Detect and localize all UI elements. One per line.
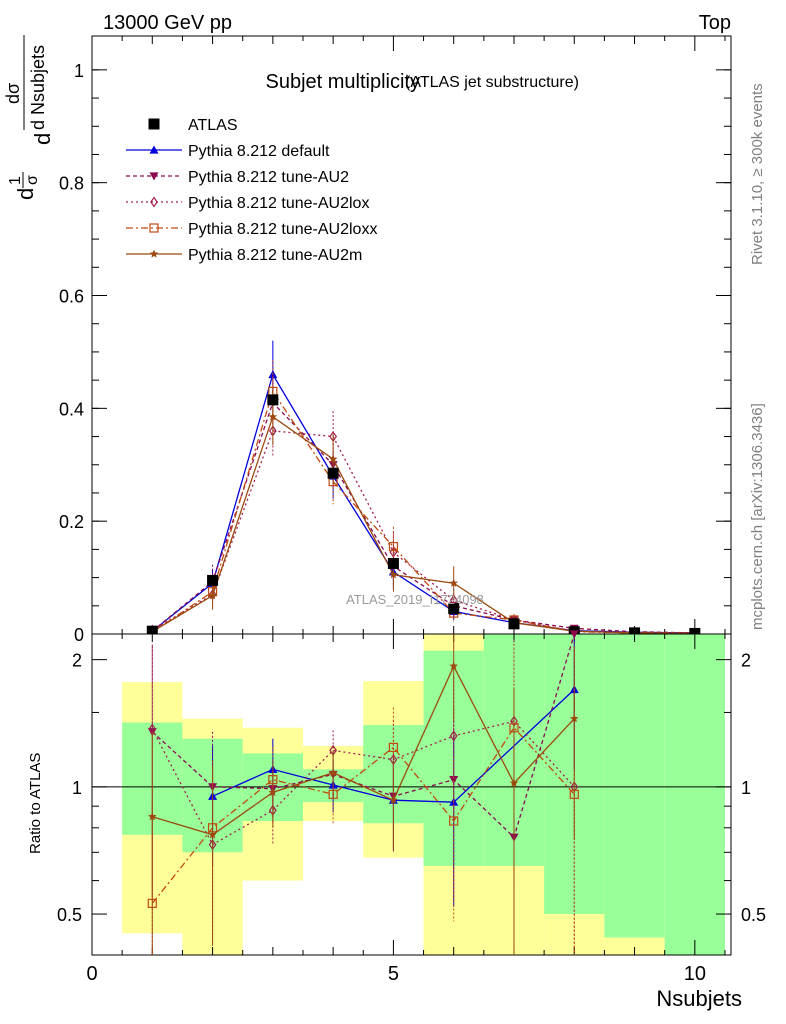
ratio-point-au2lox <box>449 730 458 742</box>
ratio-point-au2m <box>570 714 579 723</box>
ylabel-one: 1 <box>7 176 24 185</box>
ratio-ytick-label: 1 <box>72 778 82 798</box>
ratio-point-au2m <box>148 812 157 821</box>
legend-label: Pythia 8.212 tune-AU2 <box>188 169 349 186</box>
x-axis-label: Nsubjets <box>656 986 742 1011</box>
ratio-ytick-label: 2 <box>72 651 82 671</box>
band-green <box>664 634 725 955</box>
mcplots-label: mcplots.cern.ch [arXiv:1306.3436] <box>749 403 766 630</box>
ylabel-sigma: σ <box>24 175 41 185</box>
ratio-point-au2m <box>509 778 519 787</box>
legend-item-au2m: Pythia 8.212 tune-AU2m <box>126 247 362 264</box>
series-line-au2m <box>151 415 695 635</box>
ratio-line-au2lox <box>151 720 575 846</box>
main-ytick-label: 0 <box>74 625 84 645</box>
ylabel-d: d <box>13 188 38 200</box>
main-ytick-label: 1 <box>74 61 84 81</box>
ratio-point-au2m <box>208 830 217 839</box>
data-point-au2m <box>268 412 278 421</box>
data-point-au2m <box>328 454 338 463</box>
ratio-line-au2 <box>151 633 575 839</box>
series-line-au2 <box>151 401 695 634</box>
legend-item-au2lox: Pythia 8.212 tune-AU2lox <box>126 195 369 212</box>
ratio-ytick-label-right: 2 <box>741 651 751 671</box>
ratio-frame <box>91 633 732 956</box>
ratio-y-ticks: 0.5 0.5 1 1 2 2 <box>57 651 766 925</box>
process-label: Top <box>699 12 731 34</box>
legend-marker <box>149 172 159 181</box>
legend-label: Pythia 8.212 tune-AU2loxx <box>188 221 377 238</box>
main-plot: 0 0.2 0.4 0.6 0.8 1 <box>59 35 732 645</box>
data-point-atlas <box>146 625 158 637</box>
ylabel-d2: d <box>30 133 55 145</box>
legend-label: Pythia 8.212 tune-AU2m <box>188 247 362 264</box>
main-ytick-label: 0.8 <box>59 174 84 194</box>
chart-title: Subjet multiplicity <box>265 71 420 93</box>
x-tick-label: 10 <box>684 963 706 985</box>
ratio-point-au2loxx <box>449 816 459 826</box>
legend-marker <box>149 145 159 154</box>
main-ylabel: d 1 σ d dσ d Nsubjets <box>3 35 55 200</box>
ratio-point-au2 <box>449 776 459 785</box>
ratio-plot: 0.5 0.5 1 1 2 2 0 5 10 <box>57 630 766 985</box>
main-ytick-label: 0.6 <box>59 287 84 307</box>
legend-item-au2: Pythia 8.212 tune-AU2 <box>126 169 349 186</box>
legend-item-au2loxx: Pythia 8.212 tune-AU2loxx <box>126 221 377 238</box>
data-point-atlas <box>508 618 520 630</box>
x-tick-label: 0 <box>86 963 97 985</box>
analysis-watermark: ATLAS_2019_I1724098 <box>346 592 484 607</box>
data-point-atlas <box>629 627 641 639</box>
data-point-au2loxx <box>388 541 399 552</box>
legend-marker <box>149 249 159 258</box>
ratio-line-au2loxx <box>151 726 575 904</box>
data-point-au2m <box>389 570 398 579</box>
ratio-series-au2m <box>148 634 579 955</box>
main-x-ticks <box>91 36 726 634</box>
legend-label: Pythia 8.212 tune-AU2lox <box>188 195 369 212</box>
ratio-line-default <box>212 689 575 803</box>
band-green <box>604 634 665 938</box>
ratio-ytick-label: 0.5 <box>57 905 82 925</box>
main-ytick-label: 0.2 <box>59 512 84 532</box>
rivet-label: Rivet 3.1.10, ≥ 300k events <box>749 83 766 265</box>
ratio-ytick-label-right: 0.5 <box>741 905 766 925</box>
ratio-x-ticks: 0 5 10 <box>86 634 726 985</box>
legend-item-default: Pythia 8.212 default <box>126 143 330 160</box>
data-point-au2m <box>208 591 217 600</box>
ratio-line-au2m <box>152 664 575 836</box>
energy-label: 13000 GeV pp <box>103 12 232 34</box>
ratio-point-au2m <box>449 661 458 670</box>
ylabel-dnsubjets: d Nsubjets <box>28 45 48 130</box>
ratio-ytick-label-right: 1 <box>741 778 751 798</box>
main-ytick-label: 0.4 <box>59 399 84 419</box>
ratio-point-au2m <box>268 787 278 797</box>
ratio-point-au2m <box>389 795 398 804</box>
legend-marker <box>149 223 159 233</box>
ratio-ylabel: Ratio to ATLAS <box>27 753 44 854</box>
main-frame <box>91 35 732 635</box>
ylabel-dsigma: dσ <box>3 83 23 104</box>
data-point-atlas <box>327 467 339 479</box>
data-point-atlas <box>267 394 279 406</box>
legend: ATLAS Pythia 8.212 default Pythia 8.212 tu… <box>126 117 377 264</box>
data-point-atlas <box>448 603 460 615</box>
legend-label: Pythia 8.212 default <box>188 143 330 160</box>
legend-marker <box>148 118 160 130</box>
ratio-point-au2 <box>569 630 579 639</box>
legend-item-atlas: ATLAS <box>148 117 238 134</box>
x-tick-label: 5 <box>388 963 399 985</box>
data-point-au2m <box>449 578 458 587</box>
main-y-ticks: 0 0.2 0.4 0.6 0.8 1 <box>59 61 731 645</box>
data-point-atlas <box>207 574 219 586</box>
ratio-point-au2m <box>328 768 338 777</box>
ratio-point-au2loxx <box>388 742 399 752</box>
chart-subtitle: (ATLAS jet substructure) <box>405 74 579 91</box>
legend-marker <box>150 196 158 208</box>
legend-label: ATLAS <box>188 117 238 134</box>
data-point-atlas <box>387 557 399 569</box>
data-point-atlas <box>689 627 701 639</box>
